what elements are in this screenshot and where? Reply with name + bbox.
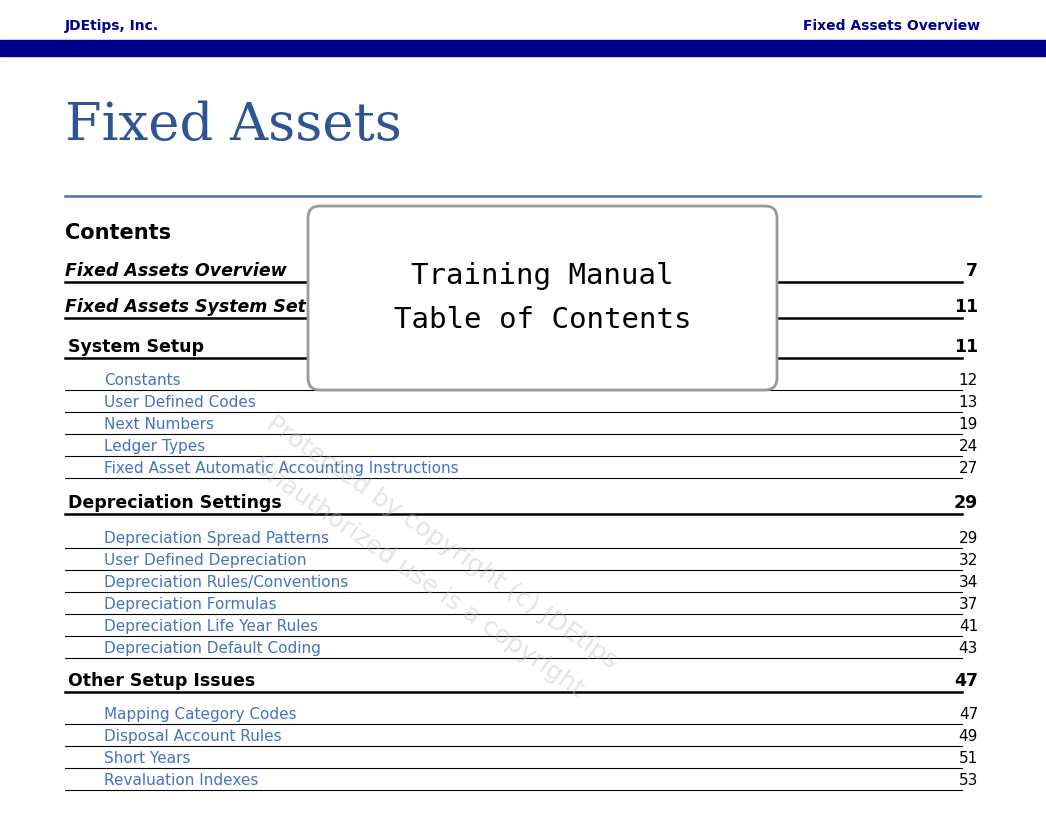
Text: 24: 24	[959, 439, 978, 454]
Text: 12: 12	[959, 373, 978, 388]
Text: Fixed Assets Overview: Fixed Assets Overview	[803, 19, 980, 33]
Text: Training Manual: Training Manual	[411, 262, 674, 290]
Text: Ledger Types: Ledger Types	[104, 439, 205, 454]
Text: Constants: Constants	[104, 373, 181, 388]
Text: Revaluation Indexes: Revaluation Indexes	[104, 773, 258, 788]
Text: 29: 29	[958, 531, 978, 546]
Text: 13: 13	[958, 395, 978, 410]
Text: Disposal Account Rules: Disposal Account Rules	[104, 729, 281, 744]
Text: Fixed Assets: Fixed Assets	[65, 100, 402, 150]
Text: 32: 32	[958, 553, 978, 568]
Text: System Setup: System Setup	[68, 338, 204, 356]
Text: Mapping Category Codes: Mapping Category Codes	[104, 707, 297, 722]
Text: Other Setup Issues: Other Setup Issues	[68, 672, 255, 690]
Bar	[0, 40, 1046, 56]
Text: 47: 47	[959, 707, 978, 722]
Text: Fixed Asset Automatic Accounting Instructions: Fixed Asset Automatic Accounting Instruc…	[104, 461, 458, 476]
Text: Depreciation Formulas: Depreciation Formulas	[104, 597, 276, 612]
Text: 47: 47	[954, 672, 978, 690]
Text: Depreciation Spread Patterns: Depreciation Spread Patterns	[104, 531, 329, 546]
Text: 11: 11	[954, 298, 978, 316]
Text: 11: 11	[954, 338, 978, 356]
Text: 19: 19	[958, 417, 978, 432]
Text: 53: 53	[958, 773, 978, 788]
Text: 29: 29	[954, 494, 978, 512]
Text: Table of Contents: Table of Contents	[393, 306, 691, 334]
Text: Fixed Assets System Setup: Fixed Assets System Setup	[65, 298, 331, 316]
Text: Contents: Contents	[65, 223, 172, 243]
Text: Next Numbers: Next Numbers	[104, 417, 214, 432]
Text: 51: 51	[959, 751, 978, 766]
Text: 41: 41	[959, 619, 978, 634]
Text: User Defined Depreciation: User Defined Depreciation	[104, 553, 306, 568]
Text: Depreciation Settings: Depreciation Settings	[68, 494, 281, 512]
FancyBboxPatch shape	[308, 206, 777, 390]
Text: Depreciation Life Year Rules: Depreciation Life Year Rules	[104, 619, 318, 634]
Text: 27: 27	[959, 461, 978, 476]
Text: Depreciation Default Coding: Depreciation Default Coding	[104, 641, 321, 656]
Text: Short Years: Short Years	[104, 751, 190, 766]
Text: Depreciation Rules/Conventions: Depreciation Rules/Conventions	[104, 575, 348, 590]
Text: 37: 37	[958, 597, 978, 612]
Text: Protected by copyright (c) JDEtips
Unauthorized use is a copyright: Protected by copyright (c) JDEtips Unaut…	[237, 412, 622, 708]
Text: User Defined Codes: User Defined Codes	[104, 395, 256, 410]
Text: Fixed Assets Overview: Fixed Assets Overview	[65, 262, 287, 280]
Text: 34: 34	[958, 575, 978, 590]
Text: 49: 49	[958, 729, 978, 744]
Text: JDEtips, Inc.: JDEtips, Inc.	[65, 19, 159, 33]
Text: 7: 7	[967, 262, 978, 280]
Text: 43: 43	[958, 641, 978, 656]
